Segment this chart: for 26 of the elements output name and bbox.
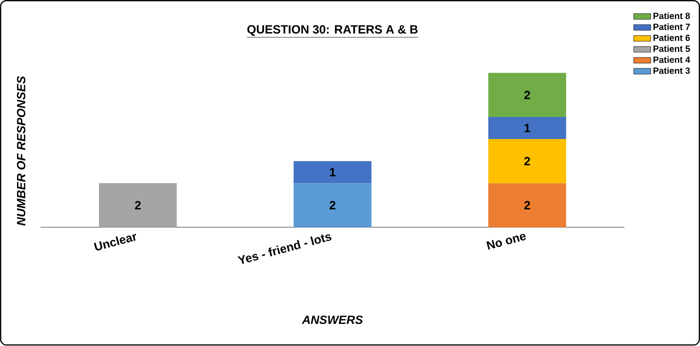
- bar: [488, 73, 566, 118]
- legend-label: Patient 3: [654, 67, 690, 74]
- chart-title: QUESTION 30: RATERS A & B: [247, 25, 418, 36]
- legend-label: Patient 6: [654, 34, 690, 42]
- bar: [488, 117, 566, 140]
- data-label: 2: [524, 91, 530, 100]
- legend-label: Patient 8: [654, 12, 690, 20]
- y-axis-title: NUMBER OF RESPONSES: [16, 76, 26, 226]
- data-label: 2: [524, 201, 530, 210]
- x-tick-label: Yes - friend - lots: [237, 234, 332, 264]
- x-tick-label: Unclear: [94, 234, 136, 251]
- legend-label: Patient 7: [654, 24, 690, 30]
- x-axis-title: ANSWERS: [302, 316, 363, 324]
- data-label: 1: [524, 124, 530, 132]
- data-label: 2: [330, 201, 336, 210]
- data-label: 2: [524, 157, 530, 166]
- legend-label: Patient 5: [654, 46, 690, 52]
- legend-label: Patient 4: [654, 56, 690, 64]
- bar: [488, 139, 566, 184]
- bar: [488, 183, 566, 228]
- x-tick-label: No one: [486, 234, 526, 250]
- data-label: 2: [134, 201, 141, 210]
- bar: [98, 183, 177, 228]
- bar: [294, 161, 372, 184]
- data-label: 1: [330, 168, 336, 176]
- bar: [294, 183, 372, 228]
